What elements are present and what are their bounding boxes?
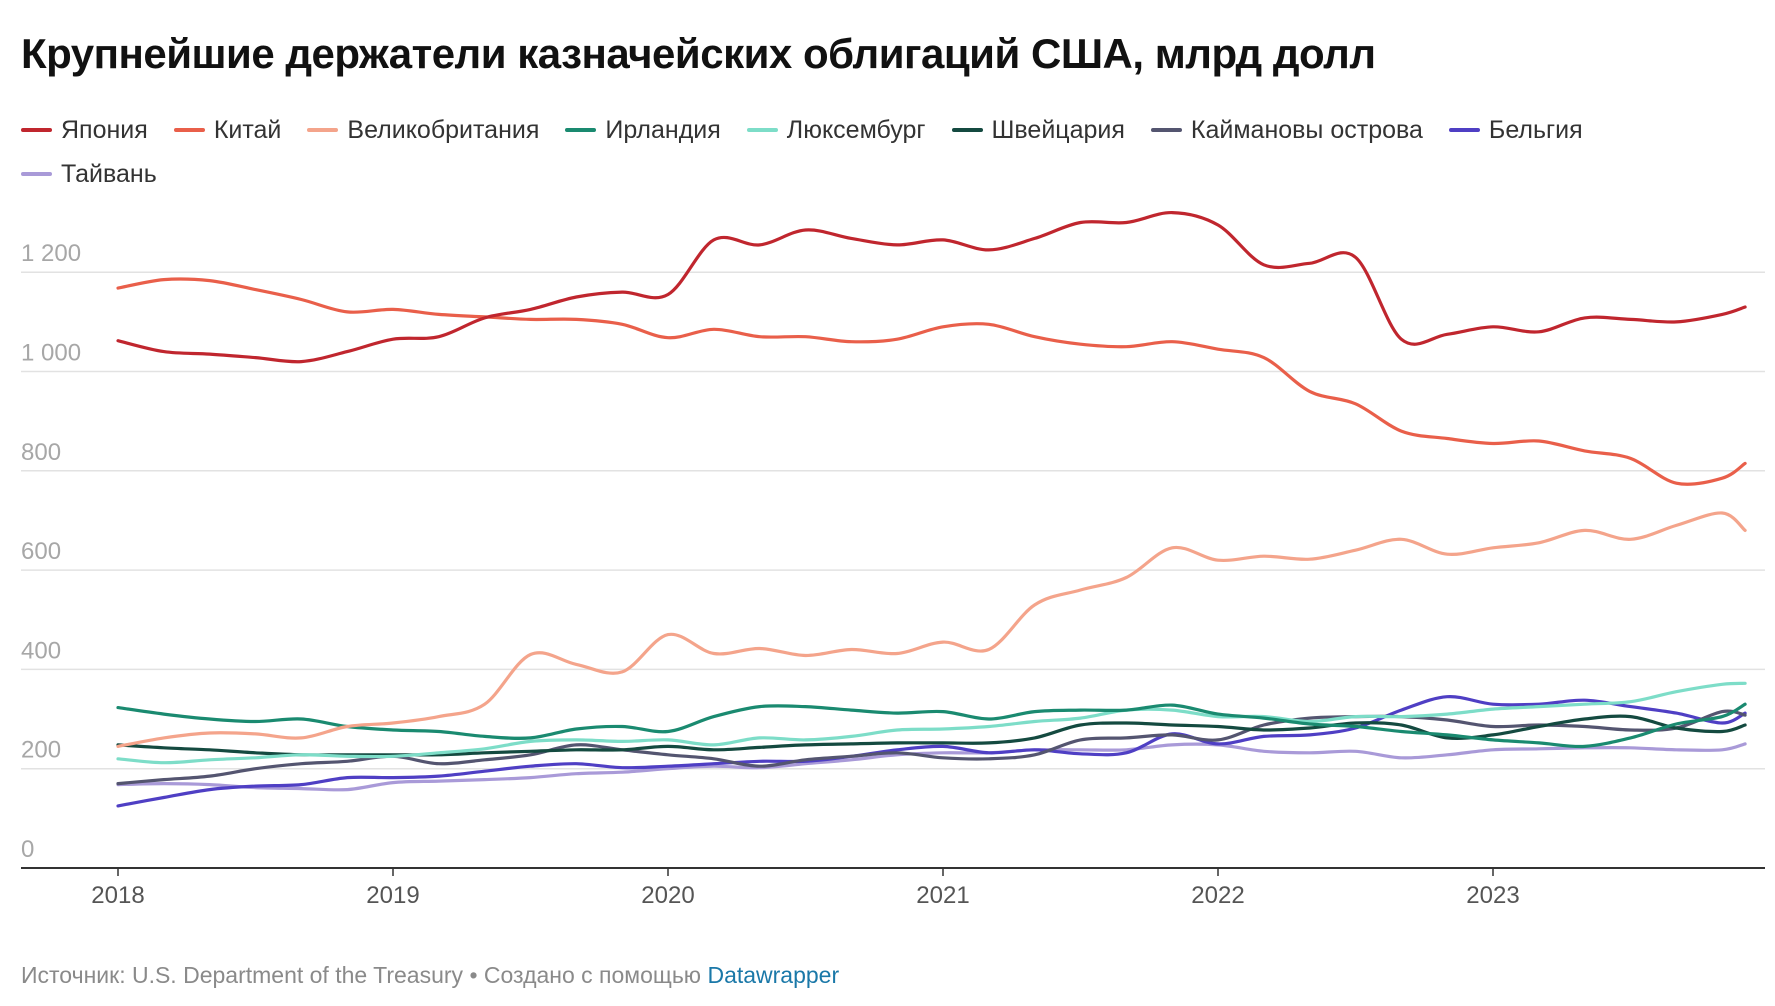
legend-label: Люксембург [786,115,926,144]
x-tick-label: 2021 [916,882,969,909]
legend-item: Китай [173,108,282,152]
legend-swatch [1448,128,1480,132]
x-tick-label: 2022 [1191,882,1244,909]
legend-swatch [21,172,52,176]
legend-label: Ирландия [605,115,721,144]
chart-footer: Источник: U.S. Department of the Treasur… [21,962,839,989]
legend-item: Япония [21,108,148,152]
legend-swatch [21,128,52,132]
y-tick-label: 1 000 [21,340,81,367]
datawrapper-link[interactable]: Datawrapper [707,962,840,988]
legend-item: Швейцария [951,108,1125,152]
y-tick-label: 400 [21,637,61,664]
y-tick-label: 800 [21,439,61,466]
series-line [116,277,1747,486]
legend-label: Великобритания [347,115,540,144]
legend-item: Ирландия [565,108,721,152]
legend-swatch [746,128,778,132]
legend-label: Бельгия [1488,115,1583,144]
legend-item: Тайвань [21,152,157,196]
legend-label: Каймановы острова [1190,115,1423,144]
chart-title: Крупнейшие держатели казначейских облига… [21,30,1376,77]
y-tick-label: 200 [21,737,61,764]
series-line [116,681,1747,765]
legend-swatch [951,128,983,132]
x-tick-label: 2023 [1466,882,1519,909]
legend-label: Тайвань [61,159,157,188]
x-tick-label: 2019 [366,882,419,909]
legend-item: Великобритания [307,108,539,152]
legend-item: Каймановы острова [1150,108,1423,152]
y-tick-label: 0 [21,836,34,863]
legend-label: Швейцария [991,115,1125,144]
legend-item: Бельгия [1448,108,1583,152]
x-tick-label: 2018 [91,882,144,909]
legend-swatch [307,128,339,132]
legend-swatch [565,128,597,132]
legend-label: Япония [61,115,148,144]
y-tick-label: 1 200 [21,240,81,267]
series-line [116,742,1747,792]
source-text: Источник: U.S. Department of the Treasur… [21,962,702,988]
series-line [116,210,1747,364]
legend-item: Люксембург [746,108,926,152]
x-tick-label: 2020 [641,882,694,909]
chart-legend: Япония Китай Великобритания Ирландия Люксемб… [21,108,1741,196]
series-line [116,702,1747,749]
legend-label: Китай [213,115,282,144]
series-line [116,511,1747,748]
y-tick-label: 600 [21,538,61,565]
legend-swatch [173,128,205,132]
legend-swatch [1150,128,1182,132]
series-line [116,695,1747,808]
